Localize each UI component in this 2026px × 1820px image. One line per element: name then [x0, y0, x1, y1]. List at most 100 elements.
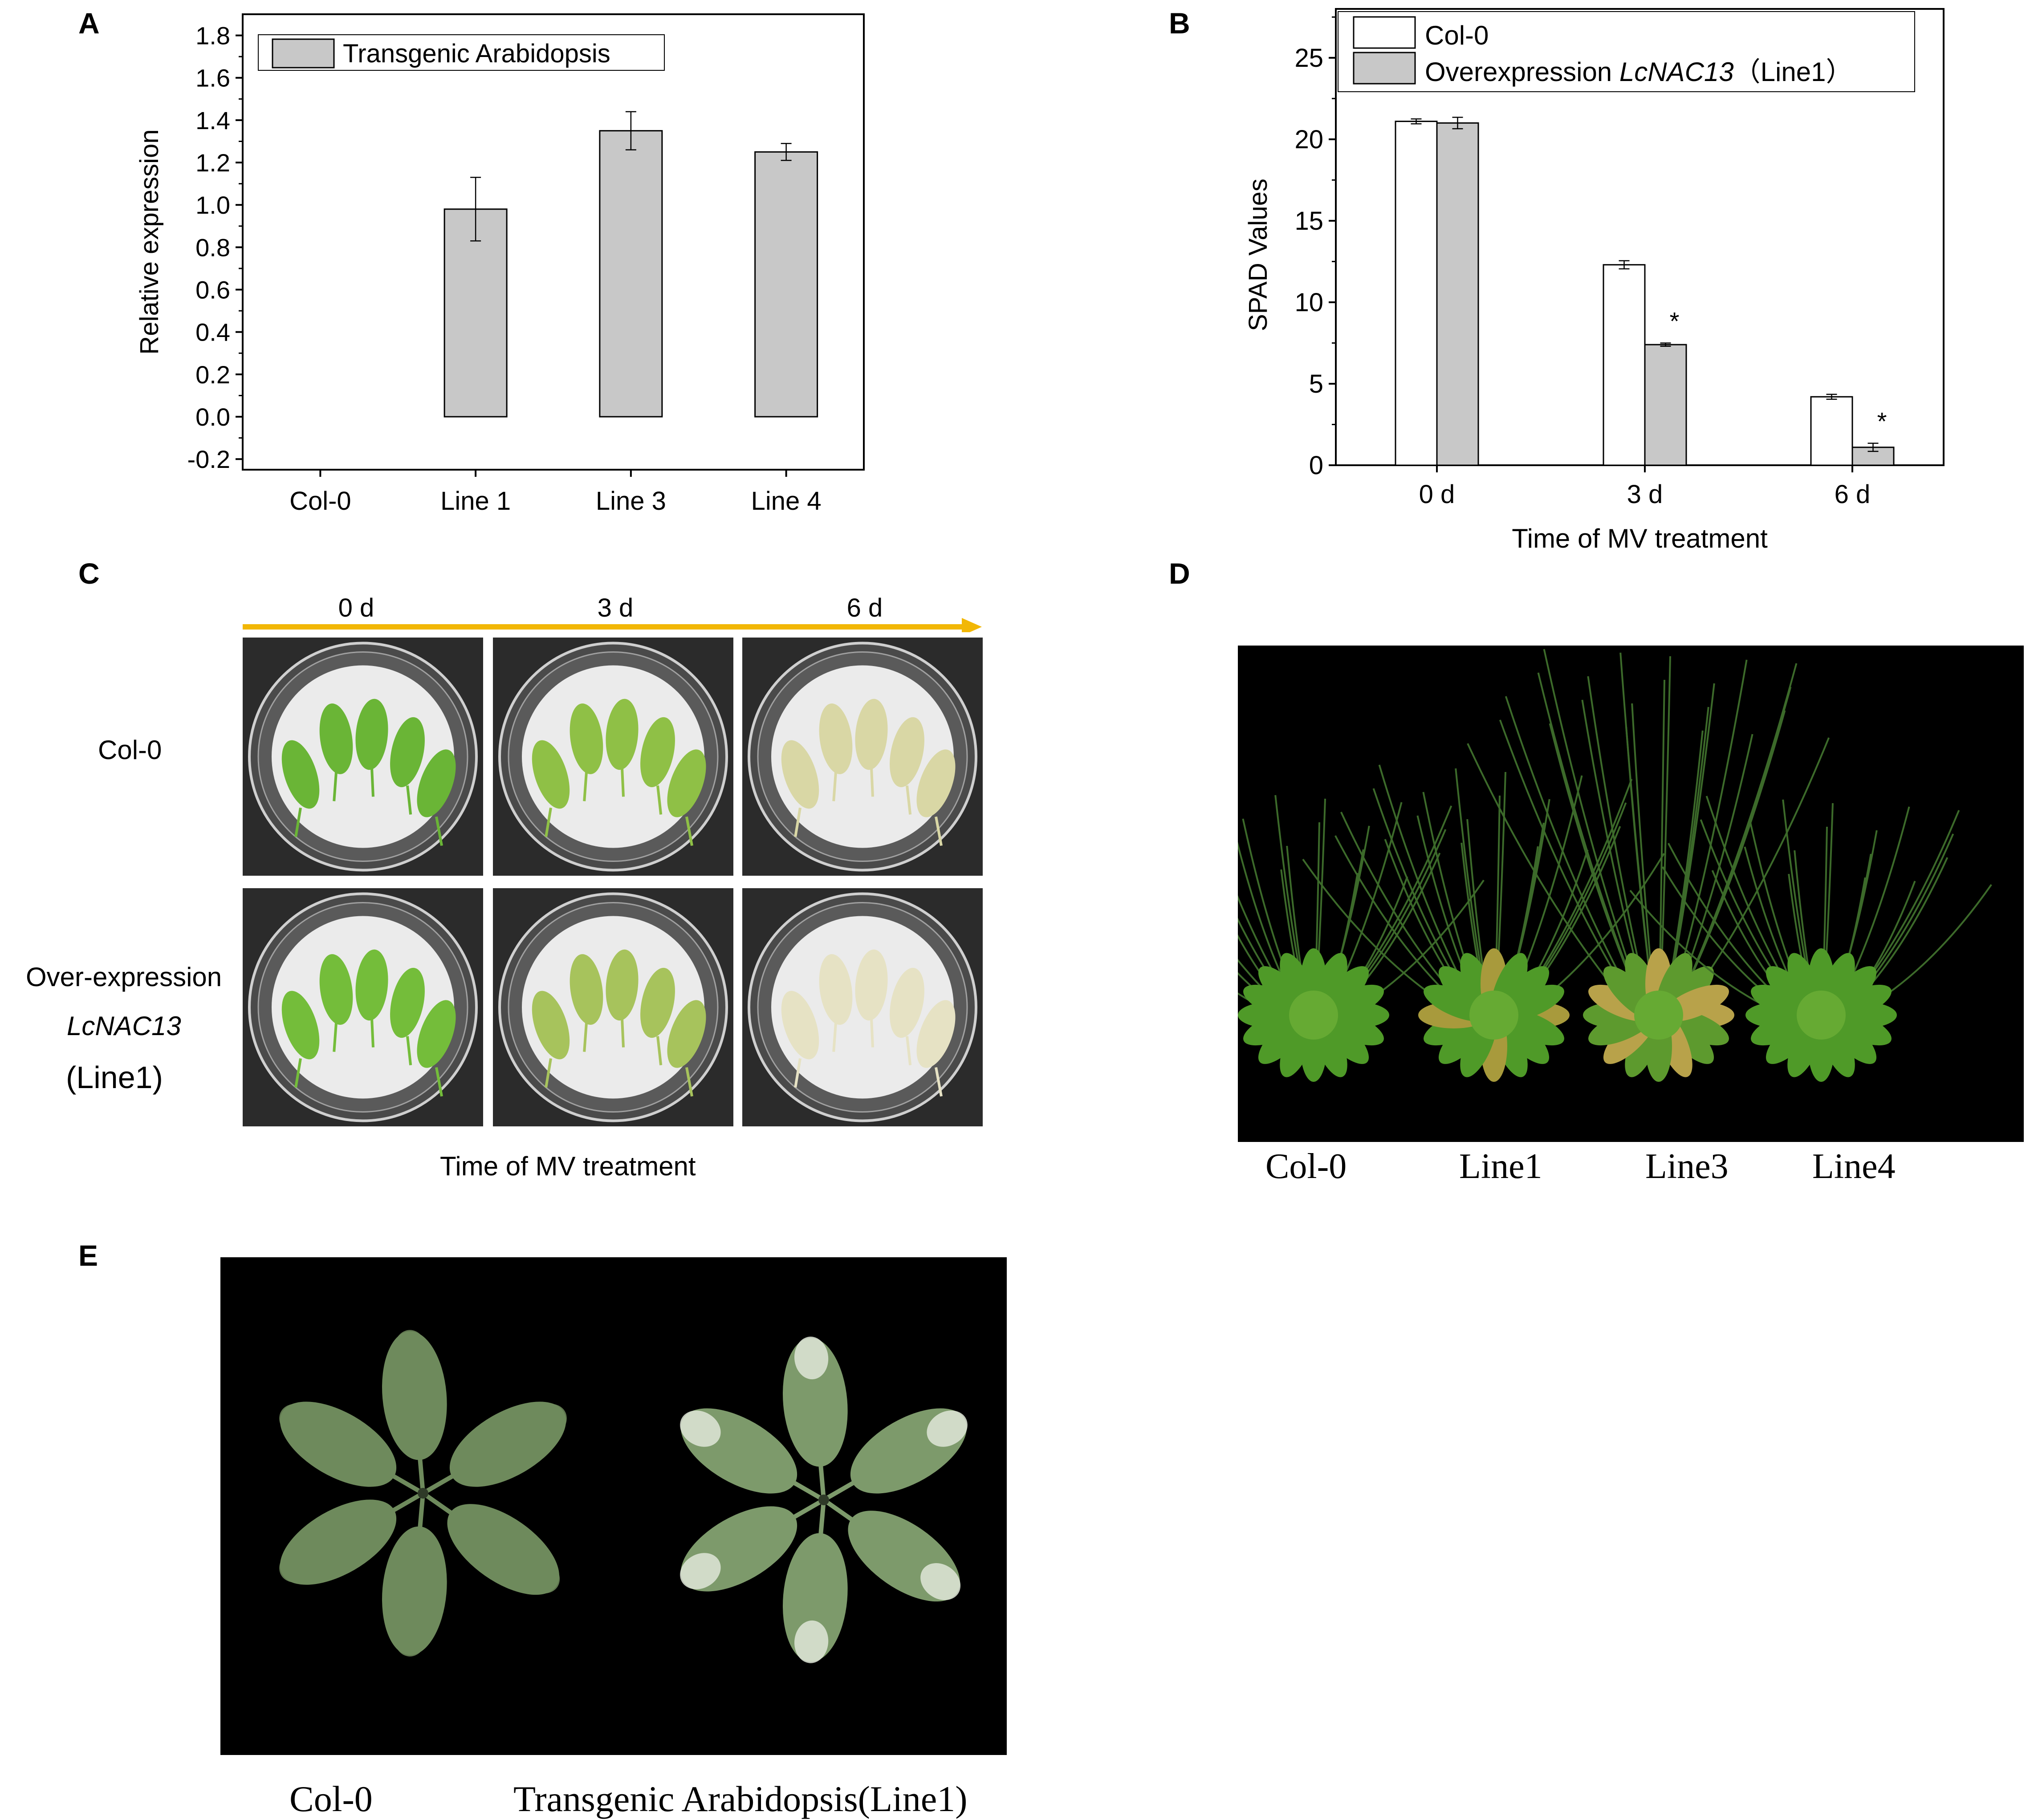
leaf-petiole — [621, 1018, 625, 1048]
row-label-line: (Line1) — [66, 1060, 163, 1095]
rosette-label-transgenic: Transgenic Arabidopsis(Line1) — [513, 1779, 968, 1819]
leaf-petiole — [685, 816, 693, 846]
leaf — [417, 749, 456, 817]
leaf — [916, 749, 956, 817]
legend-swatch — [1353, 52, 1416, 85]
leaf-tip — [526, 1404, 567, 1440]
x-tick-label: 6 d — [1835, 480, 1871, 509]
x-tick-label: Line 4 — [751, 487, 822, 516]
plant-label: Line3 — [1645, 1147, 1729, 1186]
plot-frame — [242, 13, 865, 471]
x-tick-label: Line 1 — [440, 487, 511, 516]
panel-e: Col-0 Transgenic Arabidopsis(Line1) — [220, 1257, 1022, 1819]
y-tick-label: 25 — [1294, 44, 1323, 73]
leaf — [667, 1000, 706, 1068]
bar — [1851, 447, 1895, 466]
significance-mark: * — [1877, 407, 1887, 435]
leaf-petiole — [832, 1023, 837, 1052]
y-tick-label: 0.6 — [195, 276, 230, 304]
leaf-petiole — [870, 768, 874, 797]
leaf — [606, 699, 639, 770]
bar — [1810, 396, 1853, 466]
leaf — [819, 954, 853, 1025]
leaf-petiole — [406, 785, 412, 815]
rosette-label-col0: Col-0 — [289, 1779, 373, 1819]
row-label-gene: LcNAC13 — [67, 1011, 181, 1041]
x-tick-label: Col-0 — [289, 487, 351, 516]
panel-letter-a: A — [78, 7, 100, 40]
timepoint-label: 6 d — [847, 593, 883, 622]
y-tick-label: 1.2 — [195, 149, 230, 177]
y-tick-label: 10 — [1294, 288, 1323, 317]
bar — [1603, 264, 1646, 466]
legend-label: Overexpression LcNAC13（Line1） — [1425, 57, 1852, 87]
timepoint-label: 0 d — [338, 593, 374, 622]
leaf-petiole — [621, 768, 625, 797]
leaf-tip — [279, 1404, 320, 1440]
rosettes-photo — [220, 1257, 1007, 1755]
leaf — [640, 967, 675, 1038]
chart-a: -0.2 0.0 0.2 0.4 0.6 0.8 1.0 1.2 1.4 1.6 1.8 Relati… — [135, 13, 865, 516]
y-tick-label: 1.4 — [195, 106, 230, 134]
y-axis-label: SPAD Values — [1244, 179, 1273, 331]
plants-photo — [1238, 646, 2024, 1142]
y-tick-label: 0.2 — [195, 361, 230, 389]
leaf-petiole — [906, 1036, 912, 1065]
y-tick-label: 5 — [1309, 370, 1323, 398]
bar — [1436, 122, 1479, 466]
panel-letter-d: D — [1169, 557, 1190, 590]
leaf-tip — [680, 1553, 721, 1589]
x-tick-label: 0 d — [1419, 480, 1455, 509]
leaf — [570, 703, 603, 774]
timeline-arrow: 0 d 3 d 6 d — [243, 593, 982, 632]
leaf-petiole — [583, 772, 588, 801]
leaf-petiole — [656, 785, 663, 815]
y-tick-label: 1.6 — [195, 64, 230, 92]
leaf — [281, 991, 320, 1060]
photo-background — [220, 1257, 1007, 1755]
y-tick-label: 0.0 — [195, 403, 230, 431]
leaf-petiole — [294, 1058, 302, 1088]
x-tick-label: Line 3 — [596, 487, 666, 516]
leaf-petiole — [435, 816, 443, 846]
rosette-center — [1469, 991, 1518, 1040]
y-tick-label: 15 — [1294, 207, 1323, 236]
petri-dish-grid — [243, 638, 983, 1126]
significance-mark: * — [1670, 307, 1680, 335]
plant-label: Line1 — [1459, 1147, 1542, 1186]
legend-label: Col-0 — [1425, 20, 1489, 50]
leaf-tip — [794, 1337, 829, 1380]
leaf-tip — [680, 1410, 721, 1447]
leaf-petiole — [406, 1036, 412, 1065]
leaf-petiole — [794, 808, 801, 837]
leaf — [890, 967, 924, 1038]
leaf-petiole — [935, 1067, 943, 1097]
leaf-petiole — [333, 1023, 338, 1052]
leaf — [819, 703, 853, 774]
y-tick-label: 20 — [1294, 125, 1323, 154]
leaf-petiole — [545, 808, 552, 837]
leaf — [855, 949, 888, 1021]
leaf-petiole — [832, 772, 837, 801]
bar — [443, 208, 508, 418]
panel-c-xlabel: Time of MV treatment — [440, 1151, 696, 1181]
leaf — [390, 717, 425, 788]
legend-label: Transgenic Arabidopsis — [343, 39, 610, 68]
rosette-center — [1634, 991, 1683, 1040]
leaf-petiole — [906, 785, 912, 815]
y-tick-label: 1.0 — [195, 191, 230, 219]
panel-d: Col-0 Line1 Line3 Line4 — [1238, 646, 2024, 1189]
leaf-petiole — [435, 1067, 443, 1097]
leaf-petiole — [370, 768, 374, 797]
leaf — [319, 703, 353, 774]
rosette-center — [1797, 991, 1846, 1040]
leaf — [532, 740, 570, 809]
leaf-petiole — [545, 1058, 552, 1088]
panel-letter-c: C — [78, 557, 100, 590]
y-tick-label: -0.2 — [187, 445, 231, 473]
timepoint-label: 3 d — [598, 593, 634, 622]
leaf-tip — [279, 1546, 320, 1583]
row-label-col0: Col-0 — [98, 735, 162, 765]
bar — [1395, 121, 1438, 466]
leaf — [916, 1000, 956, 1068]
